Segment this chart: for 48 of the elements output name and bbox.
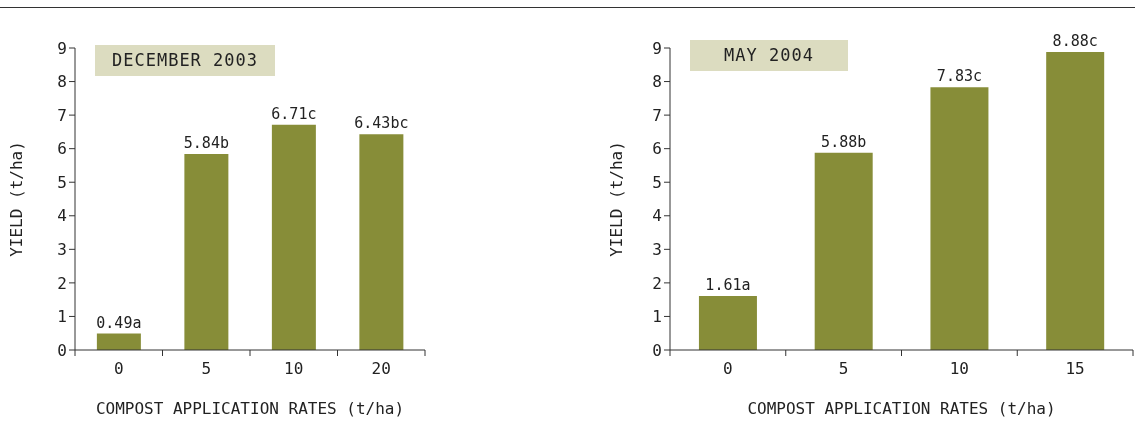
bar <box>698 295 757 350</box>
data-label: 6.71c <box>271 104 317 123</box>
y-tick-label: 7 <box>57 105 67 125</box>
x-tick-label: 0 <box>723 359 733 378</box>
data-label: 5.84b <box>183 134 229 153</box>
y-tick-label: 3 <box>652 240 662 260</box>
y-tick-label: 9 <box>57 38 67 58</box>
bar <box>96 333 141 350</box>
data-label: 7.83c <box>936 67 983 86</box>
y-tick-label: 8 <box>652 72 662 92</box>
y-tick-label: 8 <box>57 72 67 92</box>
y-axis-title: YIELD (t/ha) <box>6 141 26 257</box>
x-tick-label: 10 <box>949 359 970 378</box>
data-label: 1.61a <box>705 275 751 294</box>
x-tick-label: 0 <box>113 359 124 378</box>
data-label: 5.88b <box>821 132 867 151</box>
y-tick-label: 6 <box>57 139 67 159</box>
x-tick-label: 10 <box>284 359 304 378</box>
x-axis-title: COMPOST APPLICATION RATES (t/ha) <box>95 399 405 418</box>
y-tick-label: 0 <box>652 340 662 360</box>
bar <box>184 154 229 350</box>
x-tick-label: 20 <box>371 359 391 378</box>
y-axis-title: YIELD (t/ha) <box>606 141 626 257</box>
x-axis-title: COMPOST APPLICATION RATES (t/ha) <box>747 399 1056 418</box>
y-tick-label: 5 <box>652 172 662 192</box>
data-label: 6.43bc <box>354 114 409 133</box>
y-tick-label: 2 <box>57 273 67 293</box>
y-tick-label: 4 <box>652 206 662 226</box>
y-tick-label: 0 <box>57 340 67 360</box>
y-tick-label: 3 <box>57 240 67 260</box>
data-label: 8.88c <box>1052 32 1098 51</box>
x-tick-label: 5 <box>838 359 849 378</box>
bar <box>359 134 404 350</box>
x-tick-label: 15 <box>1065 359 1085 378</box>
bar <box>814 152 873 350</box>
y-tick-label: 2 <box>652 273 662 293</box>
y-tick-label: 6 <box>652 139 662 159</box>
y-tick-label: 9 <box>652 38 662 58</box>
bar <box>930 87 989 350</box>
bar <box>271 124 316 350</box>
bar <box>1046 52 1105 350</box>
y-tick-label: 1 <box>652 307 662 327</box>
y-tick-label: 5 <box>57 172 67 192</box>
data-label: 0.49a <box>96 313 142 332</box>
x-tick-label: 5 <box>201 359 212 378</box>
y-tick-label: 1 <box>57 307 67 327</box>
y-tick-label: 4 <box>57 206 67 226</box>
y-tick-label: 7 <box>652 105 662 125</box>
